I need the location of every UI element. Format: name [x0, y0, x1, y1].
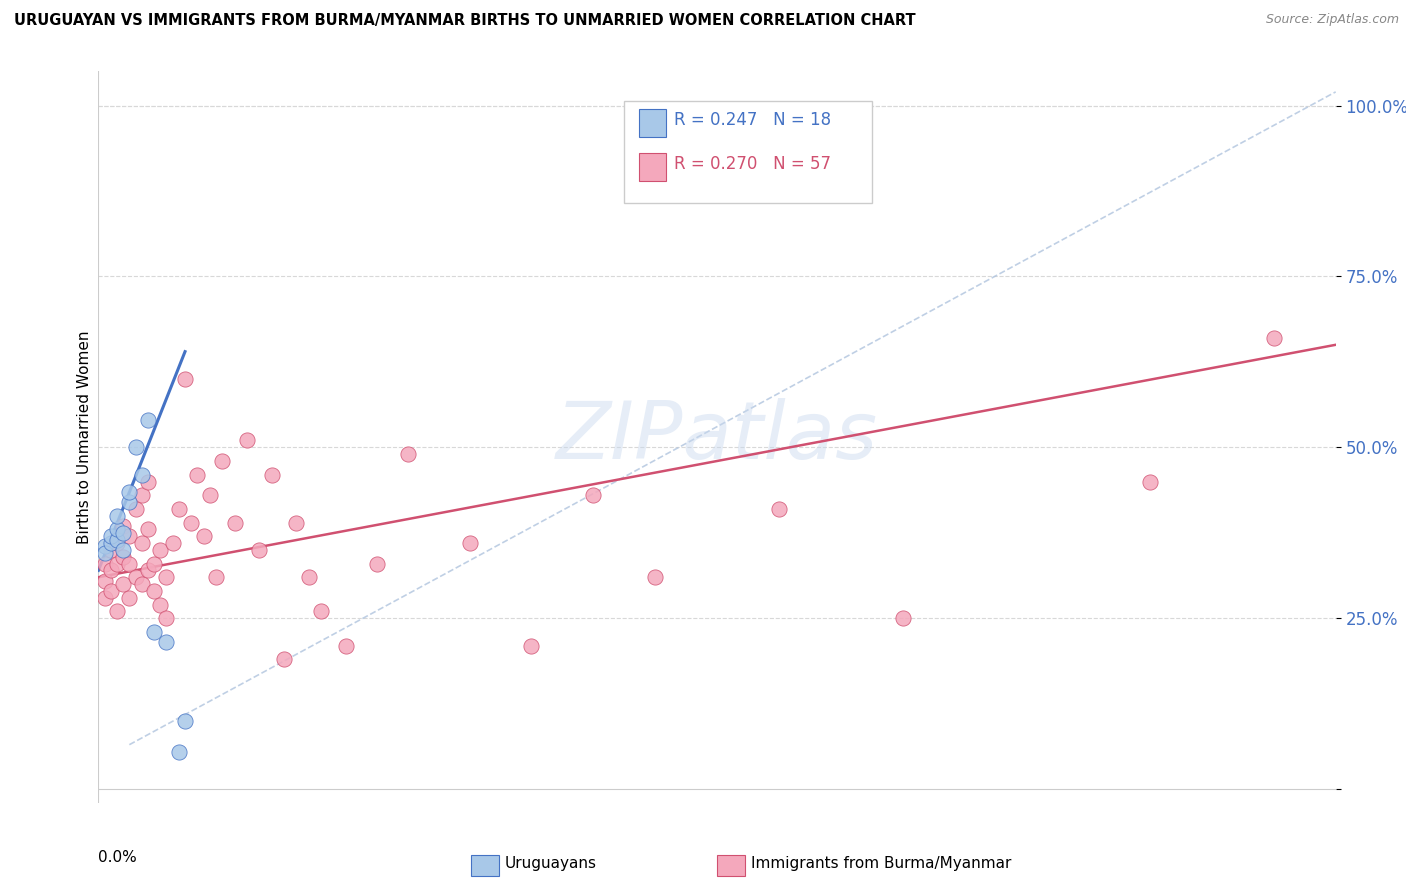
- Text: R = 0.270   N = 57: R = 0.270 N = 57: [673, 155, 831, 173]
- Text: ZIPatlas: ZIPatlas: [555, 398, 879, 476]
- Point: [891, 611, 914, 625]
- Text: R = 0.247   N = 18: R = 0.247 N = 18: [673, 112, 831, 129]
- Point: [100, 583, 122, 598]
- Point: [124, 570, 146, 584]
- Point: [105, 557, 128, 571]
- Point: [93, 540, 115, 554]
- Point: [458, 536, 481, 550]
- Text: Source: ZipAtlas.com: Source: ZipAtlas.com: [1265, 13, 1399, 27]
- Point: [205, 570, 228, 584]
- Point: [143, 583, 166, 598]
- Point: [118, 591, 141, 605]
- Point: [112, 542, 135, 557]
- FancyBboxPatch shape: [624, 101, 872, 203]
- Point: [520, 639, 543, 653]
- Point: [1263, 331, 1285, 345]
- Point: [768, 501, 790, 516]
- Point: [396, 447, 419, 461]
- Point: [143, 624, 166, 639]
- Y-axis label: Births to Unmarried Women: Births to Unmarried Women: [77, 330, 91, 544]
- Point: [582, 488, 605, 502]
- Point: [149, 542, 172, 557]
- Point: [167, 745, 190, 759]
- Point: [100, 563, 122, 577]
- Point: [100, 542, 122, 557]
- Point: [366, 557, 388, 571]
- Point: [118, 484, 141, 499]
- Point: [100, 529, 122, 543]
- Point: [644, 570, 666, 584]
- Point: [93, 546, 115, 560]
- Point: [136, 522, 159, 536]
- Point: [309, 604, 332, 618]
- Point: [193, 529, 215, 543]
- Text: Uruguayans: Uruguayans: [505, 856, 596, 871]
- Point: [112, 549, 135, 564]
- Point: [273, 652, 295, 666]
- Bar: [640, 153, 666, 181]
- Text: Immigrants from Burma/Myanmar: Immigrants from Burma/Myanmar: [751, 856, 1011, 871]
- Point: [105, 522, 128, 536]
- Point: [105, 508, 128, 523]
- Point: [247, 542, 270, 557]
- Point: [1139, 475, 1161, 489]
- Point: [155, 611, 177, 625]
- Point: [131, 467, 153, 482]
- Point: [174, 372, 197, 386]
- Point: [93, 591, 115, 605]
- Point: [118, 557, 141, 571]
- Point: [260, 467, 283, 482]
- Point: [93, 557, 115, 571]
- Point: [112, 577, 135, 591]
- Point: [100, 536, 122, 550]
- Point: [167, 501, 190, 516]
- Point: [236, 434, 259, 448]
- Point: [143, 557, 166, 571]
- Point: [118, 529, 141, 543]
- Point: [124, 501, 146, 516]
- Point: [186, 467, 208, 482]
- Point: [180, 516, 202, 530]
- Point: [124, 440, 146, 454]
- Point: [93, 574, 115, 588]
- Point: [136, 475, 159, 489]
- Point: [155, 635, 177, 649]
- Point: [105, 533, 128, 547]
- Point: [211, 454, 233, 468]
- Bar: [640, 110, 666, 137]
- Point: [118, 495, 141, 509]
- Point: [198, 488, 221, 502]
- Text: URUGUAYAN VS IMMIGRANTS FROM BURMA/MYANMAR BIRTHS TO UNMARRIED WOMEN CORRELATION: URUGUAYAN VS IMMIGRANTS FROM BURMA/MYANM…: [14, 13, 915, 29]
- Point: [136, 413, 159, 427]
- Point: [174, 714, 197, 728]
- Text: 0.0%: 0.0%: [98, 850, 138, 865]
- Point: [149, 598, 172, 612]
- Point: [131, 536, 153, 550]
- Point: [136, 563, 159, 577]
- Point: [131, 577, 153, 591]
- Point: [162, 536, 184, 550]
- Point: [224, 516, 246, 530]
- Point: [112, 519, 135, 533]
- Point: [285, 516, 308, 530]
- Point: [298, 570, 321, 584]
- Point: [112, 525, 135, 540]
- Point: [105, 536, 128, 550]
- Point: [155, 570, 177, 584]
- Point: [335, 639, 357, 653]
- Point: [105, 604, 128, 618]
- Point: [131, 488, 153, 502]
